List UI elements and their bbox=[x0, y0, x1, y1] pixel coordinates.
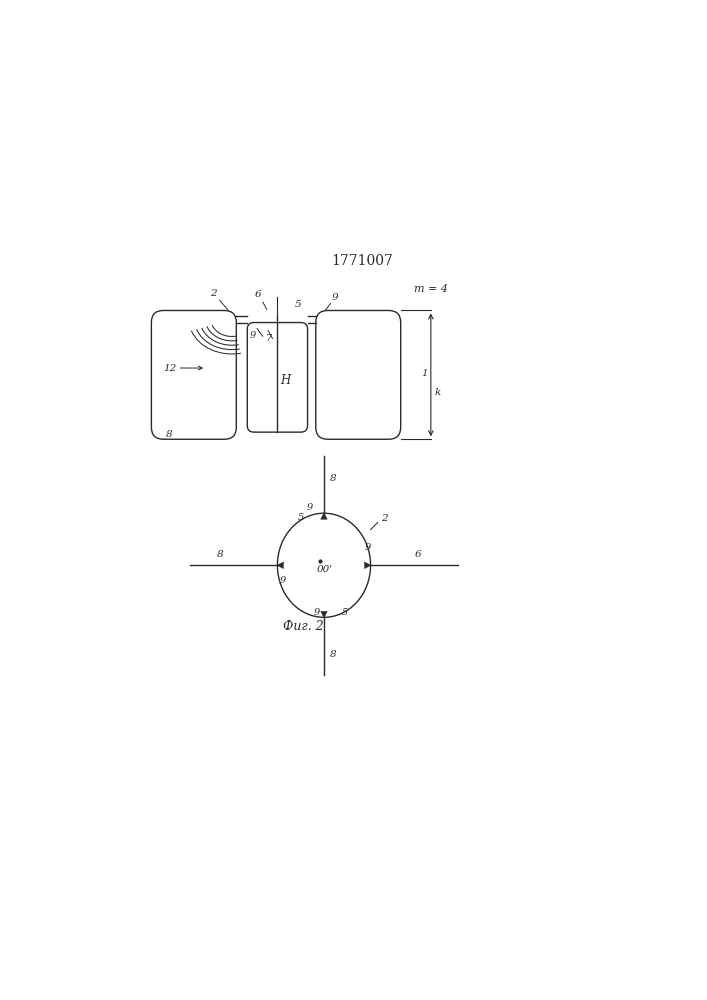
Text: Фиг. 2: Фиг. 2 bbox=[283, 620, 324, 633]
Text: 1: 1 bbox=[421, 369, 428, 378]
Text: 9: 9 bbox=[365, 543, 371, 552]
Polygon shape bbox=[321, 611, 327, 618]
Text: 2: 2 bbox=[210, 289, 216, 298]
Text: m = 4: m = 4 bbox=[414, 284, 448, 294]
Text: 5: 5 bbox=[298, 513, 304, 522]
Text: 12: 12 bbox=[163, 364, 176, 373]
Text: 8: 8 bbox=[329, 650, 336, 659]
Text: 5: 5 bbox=[295, 300, 302, 309]
Text: 9: 9 bbox=[280, 576, 286, 585]
Text: 6: 6 bbox=[414, 550, 421, 559]
Text: 2: 2 bbox=[381, 514, 387, 523]
Text: 8: 8 bbox=[217, 550, 223, 559]
Polygon shape bbox=[365, 562, 371, 569]
Text: 9: 9 bbox=[250, 331, 256, 340]
Polygon shape bbox=[321, 513, 327, 519]
Polygon shape bbox=[277, 562, 284, 569]
Text: 6: 6 bbox=[255, 290, 261, 299]
Text: 1771007: 1771007 bbox=[332, 254, 393, 268]
Text: 00': 00' bbox=[317, 565, 333, 574]
Text: 8: 8 bbox=[329, 474, 336, 483]
Text: 9: 9 bbox=[314, 608, 320, 617]
Text: 9: 9 bbox=[332, 293, 338, 302]
Text: k: k bbox=[434, 388, 440, 397]
Text: 5: 5 bbox=[341, 608, 348, 617]
Text: 8: 8 bbox=[166, 430, 173, 439]
Text: H: H bbox=[281, 374, 291, 387]
Text: 7: 7 bbox=[266, 334, 272, 343]
Text: 9: 9 bbox=[306, 503, 312, 512]
